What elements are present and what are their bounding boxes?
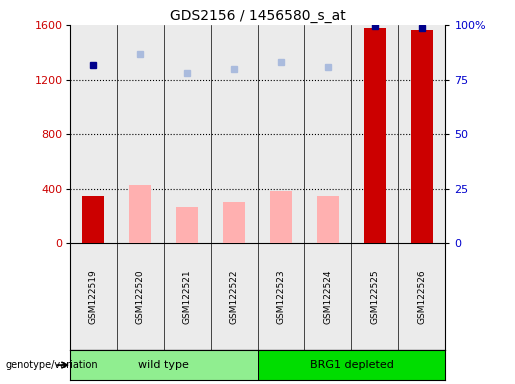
Bar [411, 30, 433, 243]
Text: GSM122519: GSM122519 [89, 269, 97, 324]
Text: GSM122522: GSM122522 [230, 270, 238, 324]
Text: BRG1 depleted: BRG1 depleted [310, 360, 393, 370]
Bar [224, 202, 245, 243]
Bar [70, 350, 258, 380]
Text: GSM122523: GSM122523 [277, 269, 285, 324]
Bar [270, 191, 291, 243]
Text: GSM122520: GSM122520 [135, 269, 145, 324]
Bar [129, 185, 150, 243]
Text: GSM122521: GSM122521 [182, 269, 192, 324]
Bar [258, 350, 445, 380]
Text: wild type: wild type [138, 360, 189, 370]
Bar [82, 195, 104, 243]
Text: GSM122526: GSM122526 [418, 269, 426, 324]
Bar [365, 28, 386, 243]
Text: genotype/variation: genotype/variation [5, 360, 98, 370]
Title: GDS2156 / 1456580_s_at: GDS2156 / 1456580_s_at [169, 8, 346, 23]
Bar [317, 195, 338, 243]
Bar [177, 207, 198, 243]
Text: GSM122524: GSM122524 [323, 270, 333, 324]
Text: GSM122525: GSM122525 [370, 269, 380, 324]
